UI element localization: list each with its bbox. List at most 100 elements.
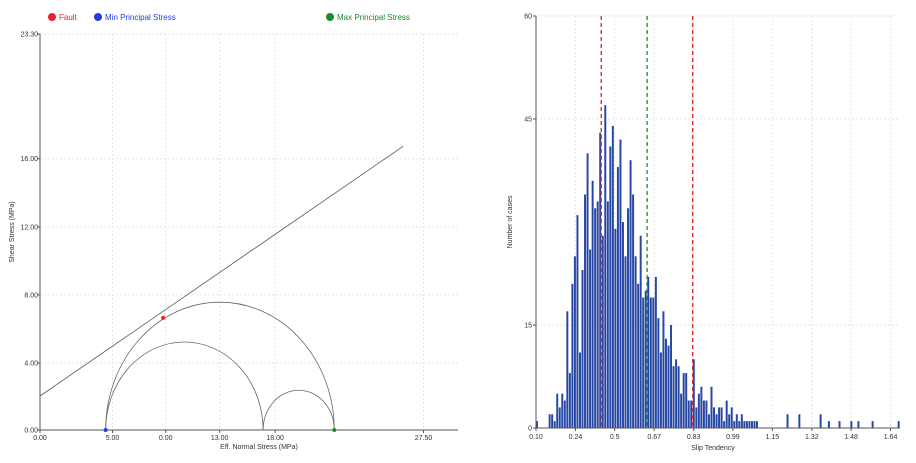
max-principal-stress-point: [332, 428, 337, 432]
histogram-bar: [680, 393, 683, 428]
histogram-bar: [624, 256, 627, 428]
histogram-bar: [644, 290, 647, 428]
histogram-bar: [750, 421, 753, 428]
legend-label: Min Principal Stress: [105, 13, 176, 22]
slip-tendency-histogram: 0.10 0.24 0.5 0.67 0.83 0.99 1.15 1.32 1.48 1.64 0…: [490, 0, 916, 463]
x-tick-label: 0.83: [687, 434, 701, 441]
histogram-bar: [677, 366, 680, 428]
histogram-bar: [637, 283, 640, 428]
histogram-bar: [573, 256, 576, 428]
histogram-bar: [748, 421, 751, 428]
histogram-bar: [659, 352, 662, 428]
histogram-bar: [753, 421, 756, 428]
histogram-bar: [566, 311, 569, 428]
mohr-circle-3: [262, 389, 335, 431]
histogram-bar: [692, 359, 695, 428]
x-tick-label: 18.00: [266, 435, 284, 442]
histogram-bar: [619, 139, 622, 428]
histogram-bar: [571, 283, 574, 428]
histogram-bar: [700, 386, 703, 428]
histogram-bar: [611, 125, 614, 428]
histogram-bar: [682, 373, 685, 428]
legend-marker: [326, 13, 334, 21]
histogram-bar: [601, 235, 604, 428]
histogram-bar: [568, 373, 571, 428]
legend-marker: [48, 13, 56, 21]
histogram-bar: [685, 373, 688, 428]
histogram-bar: [576, 215, 579, 428]
y-tick-label: 4.00: [24, 361, 38, 368]
legend-label: Max Principal Stress: [337, 13, 410, 22]
histogram-bar: [581, 270, 584, 428]
histogram-bar: [827, 421, 830, 428]
histogram-bar: [743, 421, 746, 428]
histogram-svg: 0.10 0.24 0.5 0.67 0.83 0.99 1.15 1.32 1.48 1.64 0…: [507, 14, 900, 452]
mohr-circle-svg: 0.00 5.00 0.00 13.00 18.00 27.50 0.00 4.00 8.00 1…: [9, 13, 458, 451]
histogram-bar: [756, 421, 759, 428]
y-axis-title: Shear Stress (MPa): [9, 201, 16, 262]
legend-item: Fault: [48, 13, 78, 22]
histogram-bar: [675, 359, 678, 428]
histogram-bar: [667, 345, 670, 428]
histogram-bar: [897, 421, 900, 428]
histogram-bar: [553, 421, 556, 428]
legend-item: Max Principal Stress: [326, 13, 410, 22]
histogram-bar: [670, 325, 673, 428]
y-tick-label: 23.30: [20, 32, 38, 39]
histogram-bar: [647, 276, 650, 428]
histogram-bar: [594, 208, 597, 428]
histogram-bar: [632, 194, 635, 428]
x-tick-label: 0.00: [33, 435, 47, 442]
mohr-circle-2: [105, 341, 264, 431]
x-tick-label: 0.24: [569, 434, 583, 441]
histogram-bar: [558, 407, 561, 428]
histogram-bar: [718, 407, 721, 428]
histogram-bar: [697, 393, 700, 428]
y-tick-label: 16.00: [20, 156, 38, 163]
histogram-bar: [850, 421, 853, 428]
histogram-bar: [798, 414, 801, 428]
histogram-bar: [745, 421, 748, 428]
histogram-bar: [621, 222, 624, 428]
legend-item: Min Principal Stress: [94, 13, 176, 22]
histogram-bar: [707, 414, 710, 428]
histogram-bar: [586, 153, 589, 429]
histogram-bar: [556, 393, 559, 428]
histogram-bar: [733, 421, 736, 428]
histogram-bar: [662, 311, 665, 428]
y-tick-label: 0.00: [24, 428, 38, 435]
histogram-bar: [735, 414, 738, 428]
histogram-bar: [642, 297, 645, 428]
histogram-bar: [563, 400, 566, 428]
x-axis-title: Eff. Normal Stress (MPa): [220, 444, 298, 451]
histogram-bar: [710, 386, 713, 428]
mohr-circle-chart: 0.00 5.00 0.00 13.00 18.00 27.50 0.00 4.00 8.00 1…: [9, 13, 458, 451]
x-tick-label: 0.67: [647, 434, 661, 441]
y-tick-label: 12.00: [20, 224, 38, 231]
histogram-bar: [639, 235, 642, 428]
histogram-bar: [627, 208, 630, 428]
histogram-bar: [657, 318, 660, 428]
y-tick-label: 45: [524, 117, 532, 124]
histogram-bar: [728, 414, 731, 428]
histogram-bar: [786, 414, 789, 428]
histogram-bar: [652, 297, 655, 428]
histogram-bar: [596, 201, 599, 428]
min-principal-stress-point: [103, 428, 108, 432]
histogram-bar: [819, 414, 822, 428]
histogram-bar: [616, 167, 619, 429]
histogram-bar: [730, 407, 733, 428]
histogram-bar: [649, 297, 652, 428]
x-tick-label: 1.15: [766, 434, 780, 441]
histogram-bar: [551, 414, 554, 428]
y-tick-label: 8.00: [24, 292, 38, 299]
histogram-bar: [838, 421, 841, 428]
histogram-bar: [702, 400, 705, 428]
histogram-bar: [705, 400, 708, 428]
mohr-circle-1: [105, 301, 335, 431]
x-tick-label: 0.99: [726, 434, 740, 441]
histogram-bar: [857, 421, 860, 428]
failure-envelope-line: [39, 145, 404, 397]
histogram-bar: [725, 400, 728, 428]
legend-marker: [94, 13, 102, 21]
